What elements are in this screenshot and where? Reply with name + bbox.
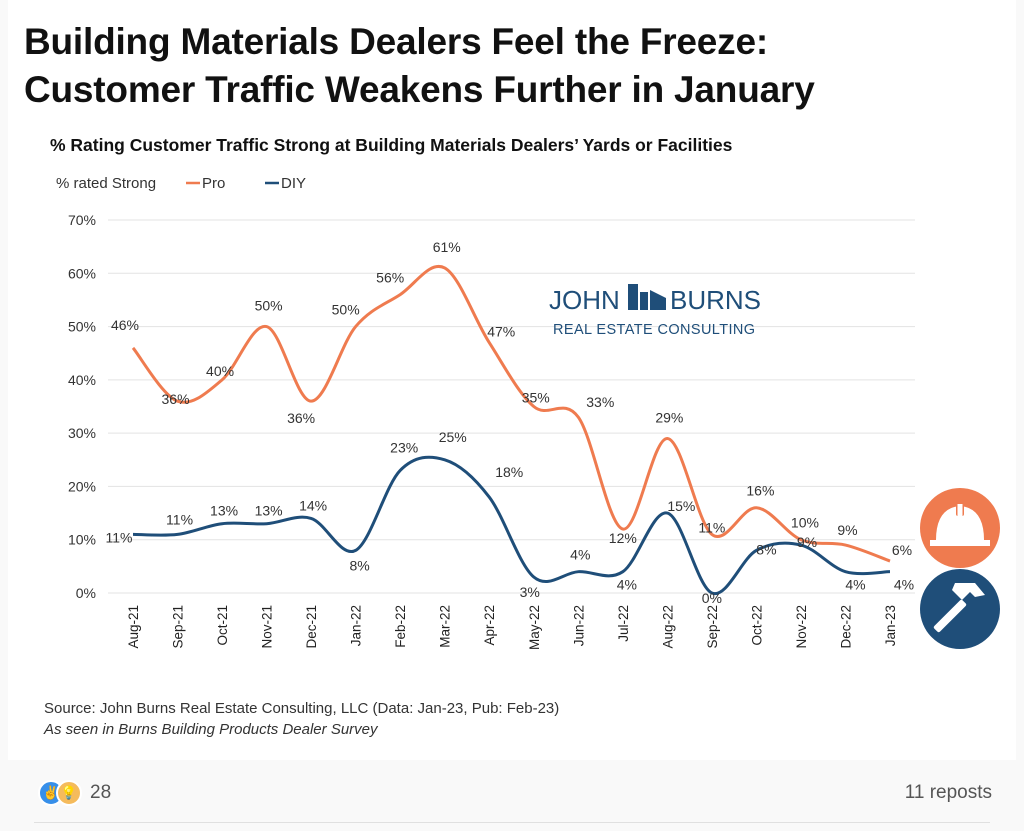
data-label-diy: 14%: [299, 497, 327, 513]
data-label-diy: 0%: [702, 590, 722, 606]
headline: Building Materials Dealers Feel the Free…: [24, 18, 1004, 114]
data-label-pro: 46%: [111, 317, 139, 333]
data-label-pro: 47%: [487, 324, 515, 340]
logo-tagline: REAL ESTATE CONSULTING: [553, 322, 755, 338]
y-tick-label: 40%: [68, 372, 96, 388]
divider: [34, 822, 990, 823]
building-icon: [628, 284, 666, 310]
legend-label-pro: Pro: [202, 175, 225, 192]
y-tick-label: 60%: [68, 265, 96, 281]
y-tick-label: 20%: [68, 478, 96, 494]
social-bar: ✌ 💡 28 11 reposts: [0, 770, 1024, 820]
y-tick-label: 50%: [68, 319, 96, 335]
data-label-diy: 18%: [495, 464, 523, 480]
data-label-diy: 9%: [797, 534, 817, 550]
x-tick-label: Aug-21: [126, 605, 141, 649]
data-label-diy: 8%: [756, 541, 776, 557]
logo-john: JOHN: [549, 285, 620, 315]
y-tick-label: 10%: [68, 532, 96, 548]
hard-hat-icon: [920, 488, 1000, 568]
data-label-pro: 40%: [206, 363, 234, 379]
data-label-diy: 11%: [166, 511, 193, 527]
data-label-diy: 4%: [570, 547, 590, 563]
headline-line-2: Customer Traffic Weakens Further in Janu…: [24, 69, 815, 110]
data-label-pro: 12%: [609, 530, 637, 546]
line-chart: % Rating Customer Traffic Strong at Buil…: [50, 135, 1000, 650]
source-line: Source: John Burns Real Estate Consultin…: [44, 700, 560, 717]
reposts-count[interactable]: 11 reposts: [904, 782, 992, 803]
x-tick-label: Sep-21: [171, 605, 186, 649]
survey-note: As seen in Burns Building Products Deale…: [44, 721, 378, 738]
x-tick-label: Aug-22: [660, 605, 675, 649]
insightful-reaction-icon: 💡: [56, 780, 82, 806]
x-tick-label: Jan-22: [349, 605, 364, 646]
data-label-pro: 16%: [746, 483, 774, 499]
chart-title: % Rating Customer Traffic Strong at Buil…: [50, 135, 733, 155]
data-label-diy: 4%: [617, 577, 637, 593]
data-label-diy: 8%: [350, 557, 370, 573]
data-label-diy: 3%: [520, 584, 540, 600]
data-label-pro: 50%: [332, 302, 360, 318]
x-tick-label: Dec-21: [304, 605, 319, 649]
data-label-diy: 11%: [106, 529, 133, 545]
john-burns-logo: JOHN BURNS REAL ESTATE CONSULTING: [549, 284, 761, 338]
y-axis: 0% 10% 20% 30% 40% 50% 60% 70%: [68, 212, 96, 601]
data-label-pro: 10%: [791, 515, 819, 531]
x-tick-label: May-22: [527, 605, 542, 650]
data-label-pro: 56%: [376, 270, 404, 286]
series-lines: [131, 264, 891, 595]
data-label-diy: 25%: [439, 429, 467, 445]
series-line-pro: [131, 264, 891, 563]
data-label-pro: 50%: [255, 298, 283, 314]
data-label-pro: 35%: [522, 390, 550, 406]
y-tick-label: 0%: [76, 585, 96, 601]
hammer-icon: [920, 569, 1000, 649]
data-label-pro: 29%: [655, 409, 683, 425]
legend-label-diy: DIY: [281, 175, 306, 192]
data-label-diy: 4%: [845, 577, 865, 593]
legend-title: % rated Strong: [56, 175, 156, 192]
x-tick-label: Nov-21: [260, 605, 275, 649]
x-tick-label: Apr-22: [482, 605, 497, 646]
x-tick-label: Dec-22: [838, 605, 853, 649]
headline-line-1: Building Materials Dealers Feel the Free…: [24, 21, 768, 62]
data-labels: 46% 36% 40% 50% 36% 50% 56% 61% 47% 35% 33% 12% 29% 1…: [106, 239, 915, 606]
data-label-diy: 4%: [894, 577, 914, 593]
data-label-diy: 23%: [390, 439, 418, 455]
data-label-diy: 13%: [255, 503, 283, 519]
data-label-pro: 61%: [433, 239, 461, 255]
x-tick-label: Jun-22: [571, 605, 586, 646]
reactions[interactable]: ✌ 💡 28: [38, 780, 111, 806]
reaction-count[interactable]: 28: [90, 782, 112, 803]
data-label-pro: 6%: [892, 542, 912, 558]
y-tick-label: 30%: [68, 425, 96, 441]
x-axis: Aug-21 Sep-21 Oct-21 Nov-21 Dec-21 Jan-22 Feb-…: [126, 605, 898, 650]
y-tick-label: 70%: [68, 212, 96, 228]
data-label-pro: 9%: [837, 522, 857, 538]
x-tick-label: Sep-22: [705, 605, 720, 649]
logo-burns: BURNS: [670, 285, 761, 315]
x-tick-label: Mar-22: [438, 605, 453, 648]
series-line-diy: [132, 455, 891, 595]
data-label-pro: 36%: [162, 391, 190, 407]
x-tick-label: Feb-22: [393, 605, 408, 648]
x-tick-label: Jul-22: [616, 605, 631, 642]
x-tick-label: Nov-22: [794, 605, 809, 649]
data-label-pro: 11%: [698, 519, 725, 535]
x-tick-label: Oct-21: [215, 605, 230, 646]
data-label-pro: 33%: [586, 394, 614, 410]
x-tick-label: Oct-22: [749, 605, 764, 646]
data-label-diy: 15%: [667, 498, 695, 514]
source-note: Source: John Burns Real Estate Consultin…: [44, 698, 559, 740]
x-tick-label: Jan-23: [883, 605, 898, 646]
data-label-pro: 36%: [287, 410, 315, 426]
data-label-diy: 13%: [210, 503, 238, 519]
legend: % rated Strong Pro DIY: [56, 175, 306, 192]
